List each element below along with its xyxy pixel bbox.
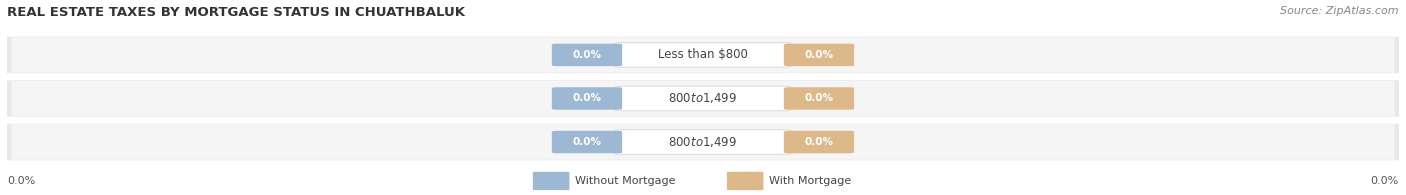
Text: 0.0%: 0.0% [7,176,35,186]
Text: REAL ESTATE TAXES BY MORTGAGE STATUS IN CHUATHBALUK: REAL ESTATE TAXES BY MORTGAGE STATUS IN … [7,6,465,19]
Text: Without Mortgage: Without Mortgage [575,176,675,186]
FancyBboxPatch shape [533,172,569,190]
FancyBboxPatch shape [11,37,1395,73]
FancyBboxPatch shape [11,124,1395,160]
FancyBboxPatch shape [785,87,855,110]
Text: With Mortgage: With Mortgage [769,176,851,186]
Text: 0.0%: 0.0% [572,50,602,60]
FancyBboxPatch shape [616,86,790,111]
Text: 0.0%: 0.0% [572,137,602,147]
FancyBboxPatch shape [785,131,855,153]
FancyBboxPatch shape [11,81,1395,116]
Text: $800 to $1,499: $800 to $1,499 [668,91,738,105]
FancyBboxPatch shape [551,87,621,110]
Text: $800 to $1,499: $800 to $1,499 [668,135,738,149]
FancyBboxPatch shape [7,80,1399,117]
Text: 0.0%: 0.0% [804,93,834,104]
FancyBboxPatch shape [616,130,790,154]
Text: Source: ZipAtlas.com: Source: ZipAtlas.com [1281,6,1399,16]
Text: 0.0%: 0.0% [1371,176,1399,186]
FancyBboxPatch shape [7,37,1399,73]
FancyBboxPatch shape [7,124,1399,160]
Text: Less than $800: Less than $800 [658,48,748,61]
FancyBboxPatch shape [616,43,790,67]
Text: 0.0%: 0.0% [804,137,834,147]
FancyBboxPatch shape [785,44,855,66]
FancyBboxPatch shape [551,131,621,153]
FancyBboxPatch shape [727,172,763,190]
Text: 0.0%: 0.0% [804,50,834,60]
FancyBboxPatch shape [551,44,621,66]
Text: 0.0%: 0.0% [572,93,602,104]
